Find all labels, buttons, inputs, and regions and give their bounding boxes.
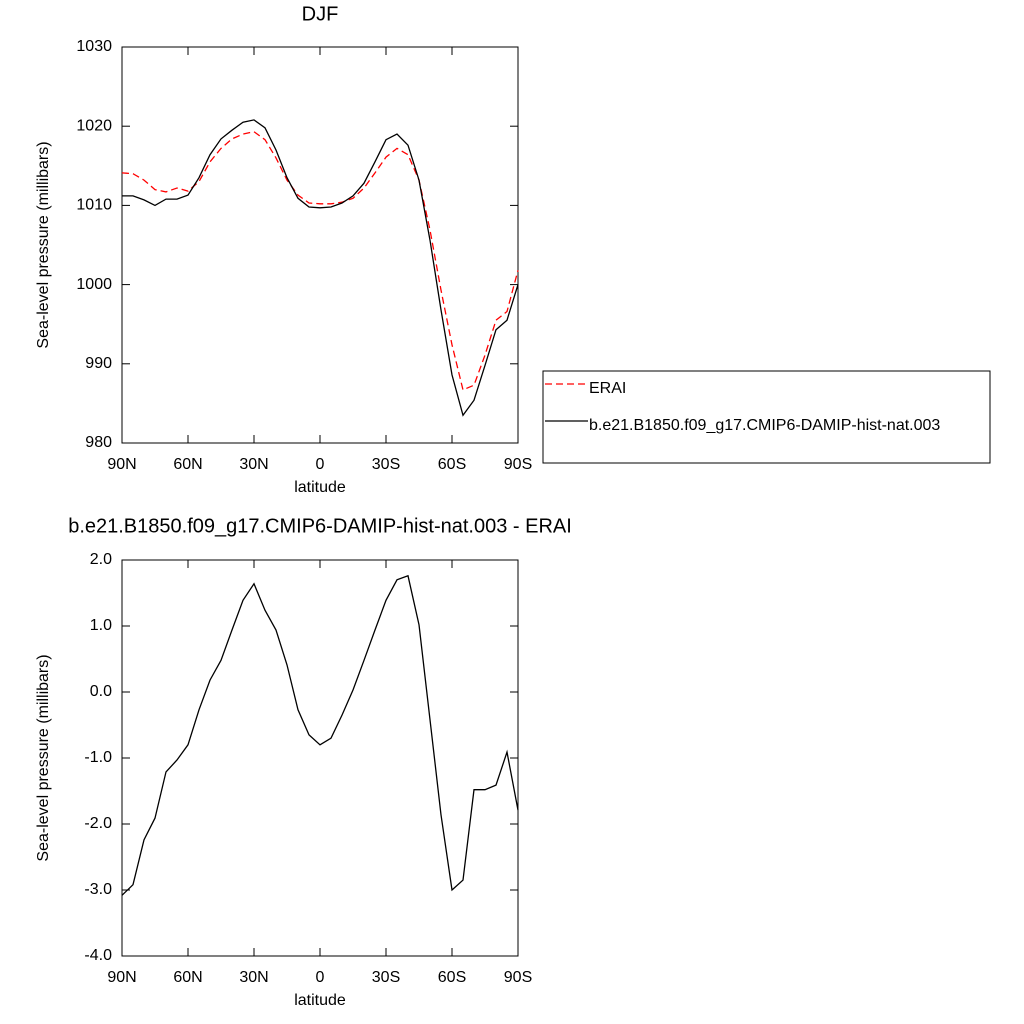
y-tick-label: -1.0 [84,749,112,766]
x-tick-label: 30S [372,456,400,473]
plot-frame [121,46,519,444]
difference-line [121,574,519,896]
x-tick-label: 60N [173,456,202,473]
y-axis-label: Sea-level pressure (millibars) [35,141,52,348]
x-tick-label: 90S [504,969,532,986]
x-tick-label: 90N [107,969,136,986]
x-tick-label: 60S [438,456,466,473]
chart-title: DJF [302,3,339,25]
y-tick-label: 1000 [76,276,112,293]
y-tick-label: 1010 [76,197,112,214]
x-tick-label: 30S [372,969,400,986]
x-axis-label: latitude [294,992,346,1009]
x-tick-label: 30N [239,456,268,473]
y-tick-label: 1030 [76,38,112,55]
chart-title: b.e21.B1850.f09_g17.CMIP6-DAMIP-hist-nat… [68,515,572,537]
y-tick-label: -4.0 [84,947,112,964]
panel: DJF 980 990 1000 1010 1020 1030 90N 60N 30N 0 30S 60… [35,3,991,496]
x-tick-label: 30N [239,969,268,986]
legend-label: ERAI [589,380,626,397]
y-tick-label: 2.0 [90,551,112,568]
series-line [122,119,519,417]
plot-frame [121,559,519,957]
x-axis-label: latitude [294,479,346,496]
y-tick-label: 980 [85,434,112,451]
x-tick-label: 0 [316,456,325,473]
x-tick-label: 0 [316,969,325,986]
series-line [121,131,519,391]
y-tick-label: 1020 [76,117,112,134]
y-axis-label: Sea-level pressure (millibars) [35,654,52,861]
y-tick-label: 1.0 [90,617,112,634]
x-tick-label: 90N [107,456,136,473]
x-tick-label: 60S [438,969,466,986]
y-tick-label: -2.0 [84,815,112,832]
y-tick-label: -3.0 [84,881,112,898]
y-tick-label: 0.0 [90,683,112,700]
x-tick-label: 60N [173,969,202,986]
x-tick-label: 90S [504,456,532,473]
y-tick-label: 990 [85,355,112,372]
panel: b.e21.B1850.f09_g17.CMIP6-DAMIP-hist-nat… [35,515,572,1009]
legend: ERAI b.e21.B1850.f09_g17.CMIP6-DAMIP-hist… [542,370,991,464]
legend-box [542,370,991,464]
legend-label: b.e21.B1850.f09_g17.CMIP6-DAMIP-hist-nat… [589,417,940,434]
